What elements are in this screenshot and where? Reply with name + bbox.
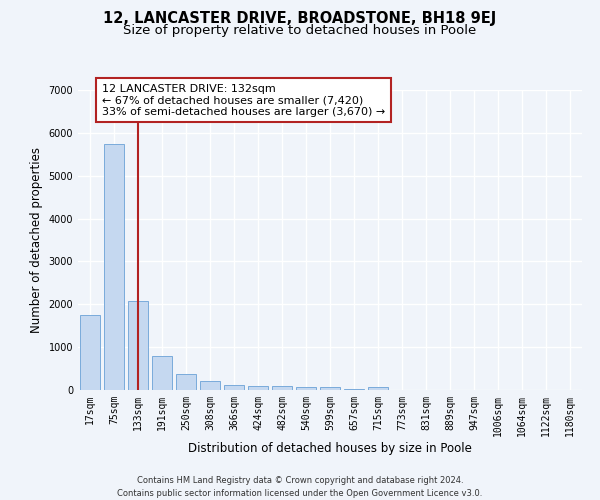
Bar [200,381,220,390]
Bar [104,144,124,390]
Text: 12 LANCASTER DRIVE: 132sqm
← 67% of detached houses are smaller (7,420)
33% of s: 12 LANCASTER DRIVE: 132sqm ← 67% of deta… [102,84,385,117]
Bar [344,389,364,390]
Bar [128,302,148,390]
Bar [152,356,172,390]
Bar [176,374,196,390]
Bar [224,385,244,390]
Text: Size of property relative to detached houses in Poole: Size of property relative to detached ho… [124,24,476,37]
Bar [296,387,316,390]
Bar [80,315,100,390]
Bar [320,387,340,390]
Bar [272,386,292,390]
X-axis label: Distribution of detached houses by size in Poole: Distribution of detached houses by size … [188,442,472,454]
Text: 12, LANCASTER DRIVE, BROADSTONE, BH18 9EJ: 12, LANCASTER DRIVE, BROADSTONE, BH18 9E… [103,11,497,26]
Bar [368,388,388,390]
Text: Contains HM Land Registry data © Crown copyright and database right 2024.
Contai: Contains HM Land Registry data © Crown c… [118,476,482,498]
Y-axis label: Number of detached properties: Number of detached properties [30,147,43,333]
Bar [248,386,268,390]
